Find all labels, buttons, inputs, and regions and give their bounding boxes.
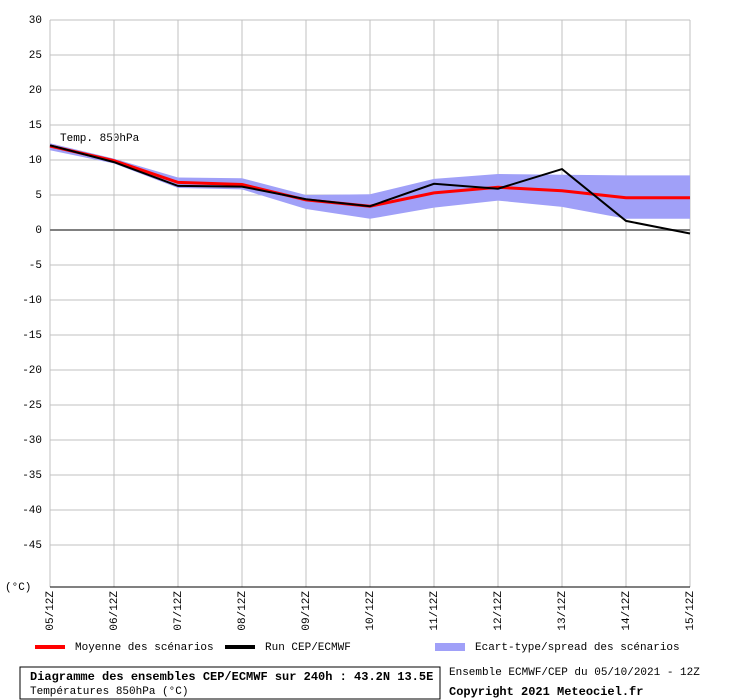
y-tick-label: -35 [22,470,42,482]
x-tick-label: 06/12Z [109,591,121,631]
legend-swatch [435,643,465,651]
y-tick-label: 20 [29,85,42,97]
x-tick-label: 12/12Z [493,591,505,631]
legend-label: Ecart-type/spread des scénarios [475,642,680,654]
x-tick-label: 14/12Z [621,591,633,631]
x-tick-label: 11/12Z [429,591,441,631]
annotation: Temp. 850hPa [60,133,140,145]
x-tick-label: 10/12Z [365,591,377,631]
y-tick-label: -25 [22,400,42,412]
footer-title: Diagramme des ensembles CEP/ECMWF sur 24… [30,670,433,684]
y-unit-label: (°C) [5,582,31,594]
x-tick-label: 05/12Z [45,591,57,631]
x-tick-label: 09/12Z [301,591,313,631]
legend-label: Moyenne des scénarios [75,642,214,654]
x-tick-label: 07/12Z [173,591,185,631]
y-tick-label: -15 [22,330,42,342]
legend-label: Run CEP/ECMWF [265,642,351,654]
y-tick-label: -45 [22,540,42,552]
spread-area [50,143,690,219]
y-tick-label: -40 [22,505,42,517]
y-tick-label: 10 [29,155,42,167]
footer-subtitle: Températures 850hPa (°C) [30,686,188,698]
y-tick-label: -5 [29,260,42,272]
y-tick-label: -30 [22,435,42,447]
copyright: Copyright 2021 Meteociel.fr [449,685,643,699]
run-info: Ensemble ECMWF/CEP du 05/10/2021 - 12Z [449,667,700,679]
series-line [49,144,691,235]
x-tick-label: 08/12Z [237,591,249,631]
y-tick-label: -10 [22,295,42,307]
x-tick-label: 13/12Z [557,591,569,631]
y-tick-label: 15 [29,120,42,132]
y-tick-label: 5 [35,190,42,202]
y-tick-label: -20 [22,365,42,377]
y-tick-label: 30 [29,15,42,27]
y-tick-label: 0 [35,225,42,237]
y-tick-label: 25 [29,50,42,62]
footer-box [19,666,441,700]
x-tick-label: 15/12Z [685,591,697,631]
